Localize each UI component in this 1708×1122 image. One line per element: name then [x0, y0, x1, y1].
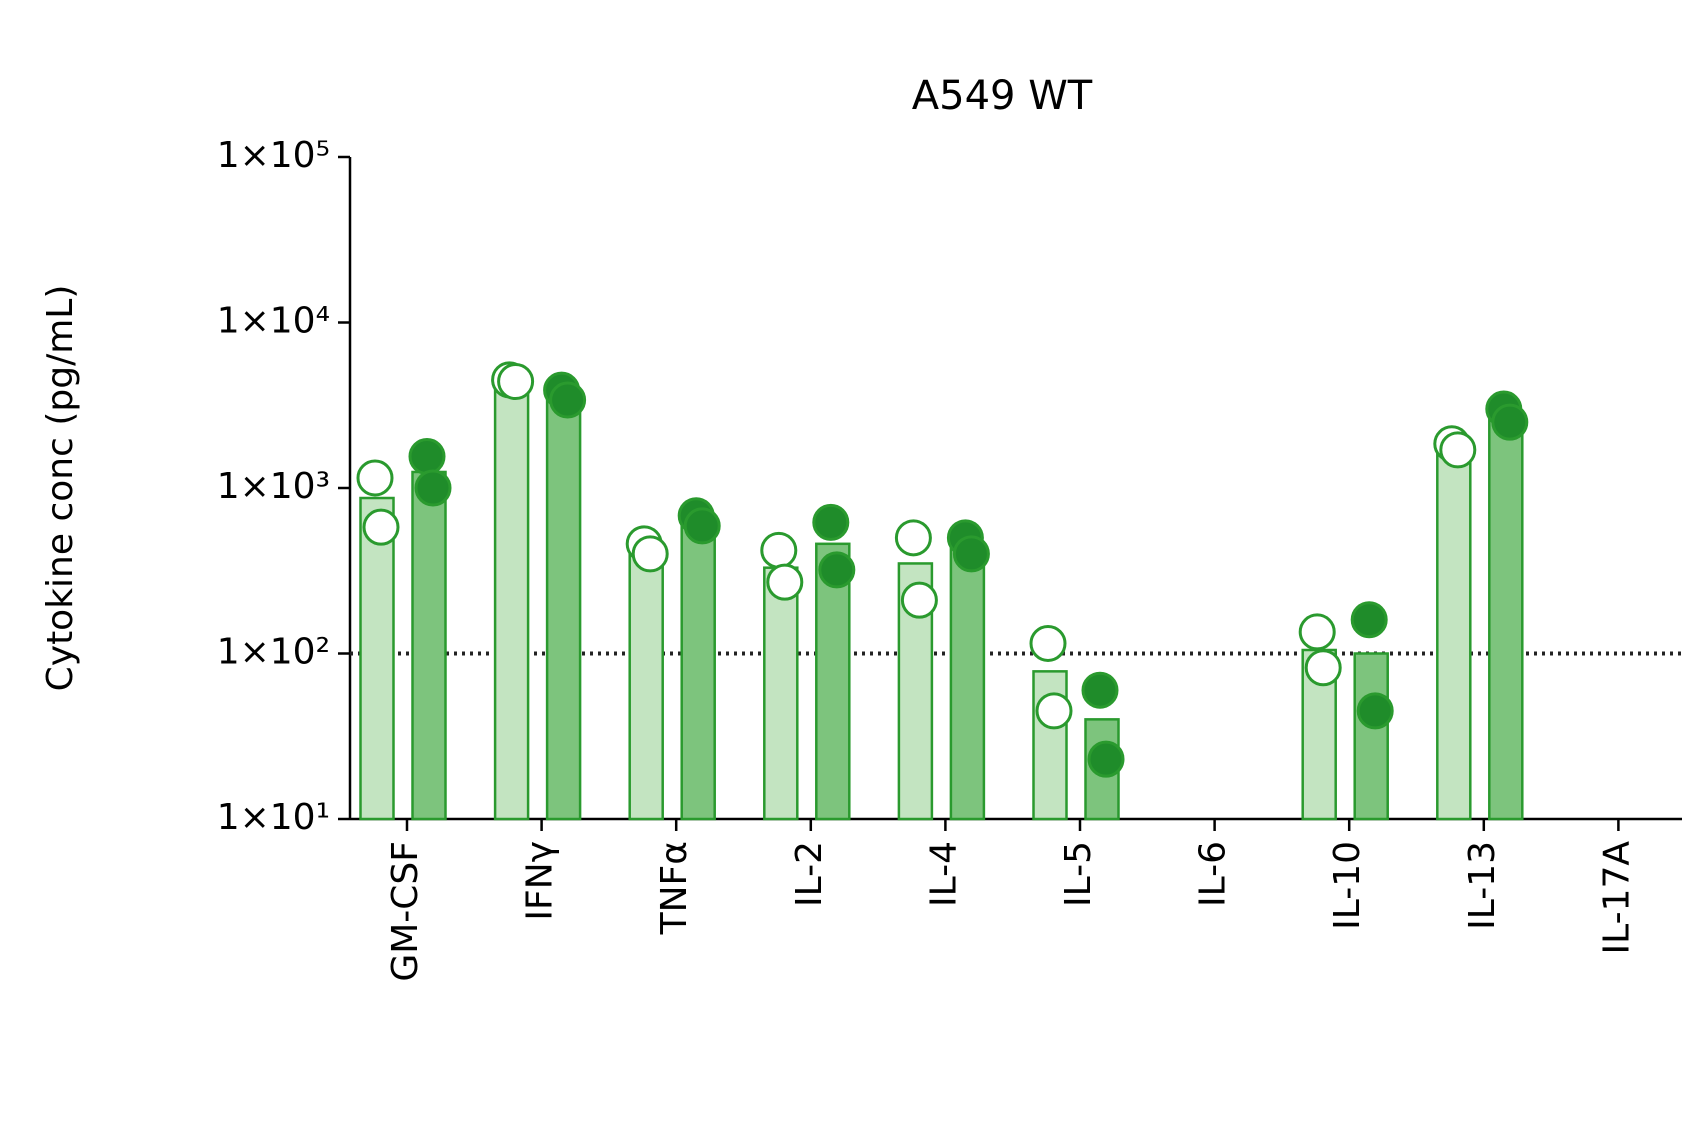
- y-tick-label: 1×10³: [217, 466, 330, 507]
- bar: [1353, 652, 1389, 821]
- bar: [359, 496, 395, 821]
- data-point: [683, 507, 721, 545]
- y-axis-label: Cytokine conc (pg/mL): [40, 285, 81, 692]
- data-point: [408, 438, 446, 476]
- data-point: [760, 531, 798, 569]
- data-point: [497, 363, 535, 401]
- y-tick-label: 1×10⁵: [217, 135, 330, 176]
- bar: [411, 470, 447, 821]
- data-point: [1356, 692, 1394, 730]
- bar: [545, 394, 582, 821]
- data-point: [900, 581, 938, 619]
- data-point: [1304, 649, 1342, 687]
- data-point: [818, 551, 856, 589]
- x-tick-label: IL-5: [1058, 841, 1099, 907]
- x-tick-label: IL-4: [923, 841, 964, 907]
- x-tick-label: IL-6: [1193, 841, 1234, 907]
- y-tick-label: 1×10⁴: [217, 301, 330, 342]
- data-point: [766, 563, 804, 601]
- data-point: [362, 508, 400, 546]
- chart-title: A549 WT: [912, 73, 1093, 119]
- data-point: [894, 519, 932, 557]
- bar: [628, 549, 664, 821]
- bar: [1488, 415, 1524, 821]
- data-point: [356, 459, 394, 497]
- x-tick-label: TNFα: [654, 841, 695, 935]
- bar: [493, 380, 530, 821]
- bar: [680, 521, 716, 821]
- bar: [1436, 444, 1472, 821]
- data-point: [952, 535, 990, 573]
- x-tick-label: IL-10: [1327, 841, 1368, 930]
- bar: [815, 542, 851, 821]
- x-tick-label: IL-17A: [1596, 841, 1637, 955]
- y-tick-label: 1×10²: [217, 632, 330, 673]
- x-tick-label: IL-13: [1462, 841, 1503, 930]
- data-point: [1081, 671, 1119, 709]
- data-point: [812, 503, 850, 541]
- data-point: [1491, 403, 1529, 441]
- data-point: [1087, 740, 1125, 778]
- data-point: [1439, 431, 1477, 469]
- data-point: [549, 381, 587, 419]
- data-point: [1035, 692, 1073, 730]
- x-tick-label: IFNγ: [520, 841, 561, 921]
- data-point: [631, 535, 669, 573]
- data-point: [1029, 624, 1067, 662]
- data-point: [414, 469, 452, 507]
- bar: [763, 566, 799, 821]
- data-point: [1350, 601, 1388, 639]
- data-point: [1298, 613, 1336, 651]
- x-tick-label: IL-2: [789, 841, 830, 907]
- x-tick-label: GM-CSF: [385, 841, 426, 982]
- y-tick-label: 1×10¹: [217, 797, 330, 838]
- bar: [949, 544, 986, 821]
